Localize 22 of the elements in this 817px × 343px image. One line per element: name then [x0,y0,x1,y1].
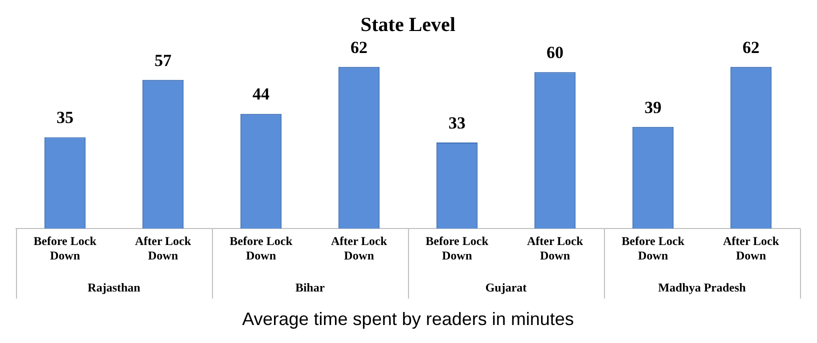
data-label: 60 [546,42,564,62]
x-axis-title: Average time spent by readers in minutes [242,309,574,330]
x-tick-label: Before Lock Down [34,234,97,262]
text: Bihar [295,280,326,295]
x-tick-label: After Lock Down [526,234,584,262]
x-tick-label: After Lock Down [330,234,388,262]
data-label: 57 [154,50,172,70]
x-tick-label: Before Lock Down [622,234,685,262]
data-label: 39 [644,98,662,117]
x-tick-label: After Lock Down [722,234,780,262]
data-label: 35 [56,108,74,128]
data-label: 44 [252,84,270,104]
text: Gujarat [485,280,527,295]
x-tick-label: Before Lock Down [230,234,293,262]
chart-title: State Level [360,14,456,36]
data-label: 33 [448,113,466,132]
x-tick-label: After Lock Down [134,234,192,262]
text: Madhya Pradesh [658,280,746,295]
data-label: 62 [742,38,760,57]
text: Rajasthan [88,280,141,295]
data-label: 62 [350,38,368,57]
x-tick-label: Before Lock Down [426,234,489,262]
